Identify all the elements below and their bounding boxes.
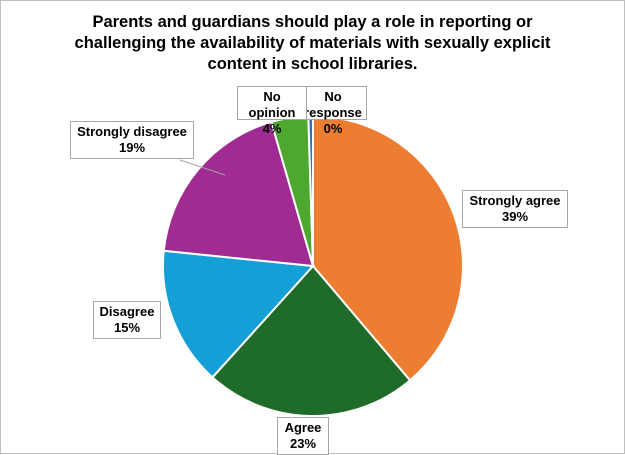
label-no-opinion: No opinion 4% bbox=[237, 86, 307, 136]
leader-line bbox=[179, 159, 226, 176]
pie-slice-agree bbox=[211, 264, 412, 417]
pie-slice-strongly-disagree bbox=[162, 120, 315, 268]
label-strongly-disagree: Strongly disagree 19% bbox=[70, 121, 194, 159]
label-strongly-agree: Strongly agree 39% bbox=[462, 190, 568, 228]
label-disagree: Disagree 15% bbox=[93, 301, 161, 339]
chart-title: Parents and guardians should play a role… bbox=[74, 13, 551, 73]
pie-slice-disagree bbox=[162, 249, 316, 379]
label-agree: Agree 23% bbox=[277, 417, 329, 455]
pie-slice-strongly-agree bbox=[312, 114, 464, 382]
label-no-response: No response 0% bbox=[299, 86, 367, 136]
